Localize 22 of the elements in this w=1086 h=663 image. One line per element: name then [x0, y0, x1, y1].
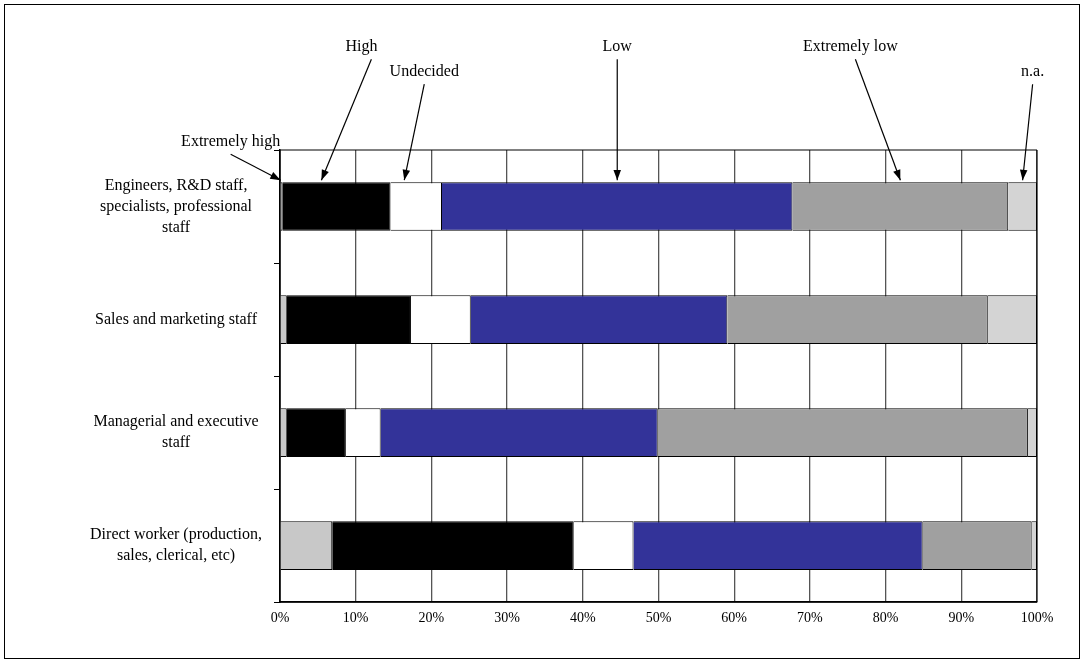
y-tick-label: Direct worker (production, sales, clerical, etc) — [90, 525, 262, 565]
x-tick-label: 60% — [721, 610, 748, 626]
text: n.a. — [1021, 62, 1045, 80]
y-tick-label: Sales and marketing staff — [95, 309, 258, 328]
x-tick-label: 50% — [645, 610, 672, 626]
y-tick-label: Engineers, R&D staff, specialists, professional staff — [100, 175, 253, 235]
x-tick-label: 10% — [342, 610, 369, 626]
text: Extremely low — [803, 37, 899, 56]
x-tick-label: 0% — [270, 610, 290, 626]
x-tick-label: 30% — [494, 610, 521, 626]
x-tick-label: 90% — [948, 610, 975, 626]
x-tick-label: 70% — [797, 610, 824, 626]
x-tick-label: 20% — [418, 610, 445, 626]
text: High — [345, 37, 378, 56]
x-tick-label: 100% — [1020, 610, 1054, 626]
text: Extremely high — [181, 132, 281, 151]
y-tick-label: Managerial and executive staff — [93, 412, 259, 451]
x-tick-label: 80% — [872, 610, 899, 626]
text: Low — [602, 37, 633, 55]
bar — [282, 182, 391, 231]
x-tick-label: 40% — [569, 610, 596, 626]
text: Undecided — [389, 62, 459, 80]
